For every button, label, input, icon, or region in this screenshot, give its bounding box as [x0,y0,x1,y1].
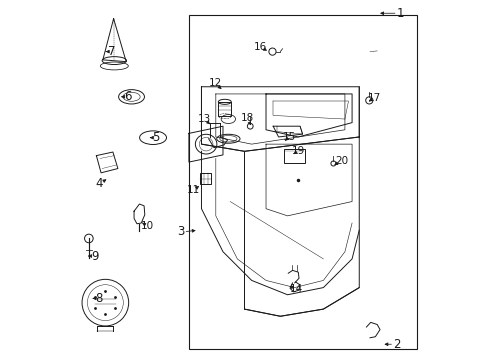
Text: 4: 4 [96,177,103,190]
Text: 19: 19 [291,145,305,156]
Text: 12: 12 [208,78,221,88]
Text: 1: 1 [396,7,404,20]
Text: 10: 10 [140,221,153,231]
Text: 14: 14 [289,284,303,294]
Text: 16: 16 [253,42,267,52]
Text: 5: 5 [152,131,160,144]
Text: 20: 20 [334,156,347,166]
Text: 9: 9 [91,249,98,262]
Text: 3: 3 [177,225,184,238]
Text: 15: 15 [282,132,295,142]
Text: 8: 8 [95,292,103,305]
Text: 6: 6 [124,90,131,103]
Bar [218,102,231,116]
Text: 7: 7 [108,45,115,58]
Text: 11: 11 [186,185,200,195]
Text: 18: 18 [240,113,253,123]
Text: 13: 13 [197,114,210,124]
Text: 2: 2 [392,338,400,351]
Text: 17: 17 [367,93,380,103]
Bar [284,149,304,163]
Bar [188,15,416,348]
Bar [199,173,211,184]
